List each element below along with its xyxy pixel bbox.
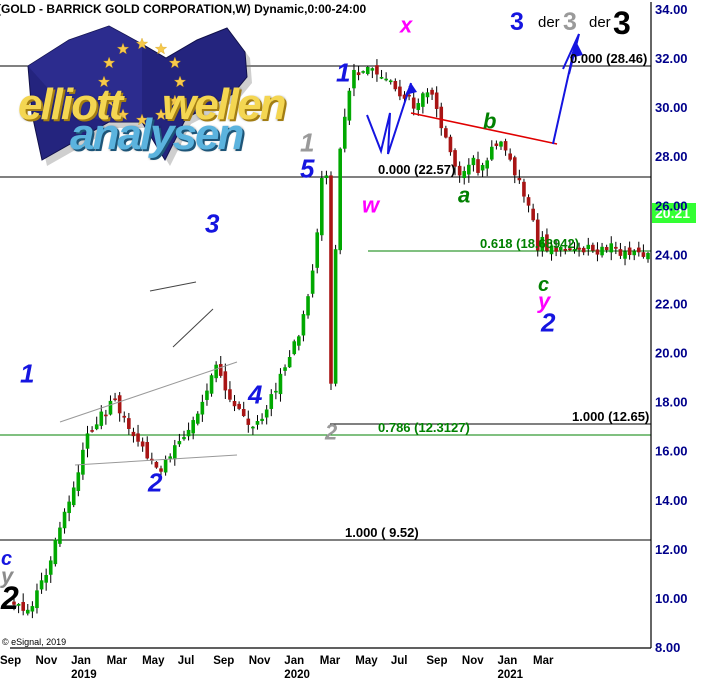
svg-text:3: 3	[205, 209, 220, 239]
svg-text:Nov: Nov	[462, 655, 484, 667]
svg-text:Jan: Jan	[498, 655, 518, 667]
svg-text:2: 2	[540, 308, 556, 338]
svg-text:2019: 2019	[71, 669, 97, 681]
svg-text:1.000 (12.65): 1.000 (12.65)	[572, 409, 649, 424]
svg-text:3: 3	[563, 8, 577, 36]
svg-text:30.00: 30.00	[655, 100, 688, 115]
svg-text:2020: 2020	[284, 669, 310, 681]
svg-text:Mar: Mar	[533, 655, 554, 667]
svg-text:0.000 (28.46): 0.000 (28.46)	[570, 51, 647, 66]
svg-text:5: 5	[300, 154, 315, 184]
svg-text:Sep: Sep	[213, 655, 234, 667]
svg-text:16.00: 16.00	[655, 444, 688, 459]
svg-text:14.00: 14.00	[655, 493, 688, 508]
svg-text:der: der	[538, 14, 560, 31]
svg-text:1: 1	[20, 359, 34, 389]
svg-text:Jul: Jul	[178, 655, 195, 667]
svg-text:18.00: 18.00	[655, 395, 688, 410]
svg-text:x: x	[399, 13, 413, 38]
svg-text:0.000 (22.57): 0.000 (22.57)	[378, 162, 455, 177]
svg-text:8.00: 8.00	[655, 640, 680, 655]
svg-text:2: 2	[324, 420, 338, 445]
svg-text:2: 2	[0, 580, 19, 616]
svg-text:28.00: 28.00	[655, 149, 688, 164]
svg-text:2021: 2021	[498, 669, 524, 681]
svg-text:der: der	[589, 14, 611, 31]
svg-text:3: 3	[613, 5, 631, 41]
svg-text:May: May	[355, 655, 378, 667]
svg-text:20.00: 20.00	[655, 346, 688, 361]
svg-text:Sep: Sep	[0, 655, 21, 667]
svg-text:Nov: Nov	[249, 655, 271, 667]
svg-text:1: 1	[336, 58, 350, 88]
svg-text:Jul: Jul	[391, 655, 408, 667]
svg-text:Jan: Jan	[284, 655, 304, 667]
svg-text:10.00: 10.00	[655, 591, 688, 606]
svg-text:w: w	[362, 193, 381, 218]
svg-text:1.000 ( 9.52): 1.000 ( 9.52)	[345, 525, 419, 540]
svg-text:34.00: 34.00	[655, 2, 688, 17]
svg-text:Mar: Mar	[107, 655, 128, 667]
svg-text:b: b	[483, 109, 496, 134]
svg-text:0.786 (12.3127): 0.786 (12.3127)	[378, 420, 470, 435]
svg-text:Mar: Mar	[320, 655, 341, 667]
svg-text:Jan: Jan	[71, 655, 91, 667]
svg-text:2: 2	[147, 468, 163, 498]
svg-text:12.00: 12.00	[655, 542, 688, 557]
svg-text:22.00: 22.00	[655, 297, 688, 312]
svg-text:24.00: 24.00	[655, 247, 688, 262]
svg-text:32.00: 32.00	[655, 51, 688, 66]
svg-text:26.00: 26.00	[655, 198, 688, 213]
svg-text:0.618 (18.68942): 0.618 (18.68942)	[480, 236, 579, 251]
svg-text:Nov: Nov	[36, 655, 58, 667]
svg-text:May: May	[142, 655, 165, 667]
svg-text:Sep: Sep	[426, 655, 447, 667]
svg-text:1: 1	[300, 128, 314, 158]
svg-text:a: a	[458, 183, 470, 208]
svg-text:4: 4	[247, 380, 263, 410]
svg-text:3: 3	[510, 8, 524, 36]
svg-text:© eSignal, 2019: © eSignal, 2019	[2, 637, 66, 647]
